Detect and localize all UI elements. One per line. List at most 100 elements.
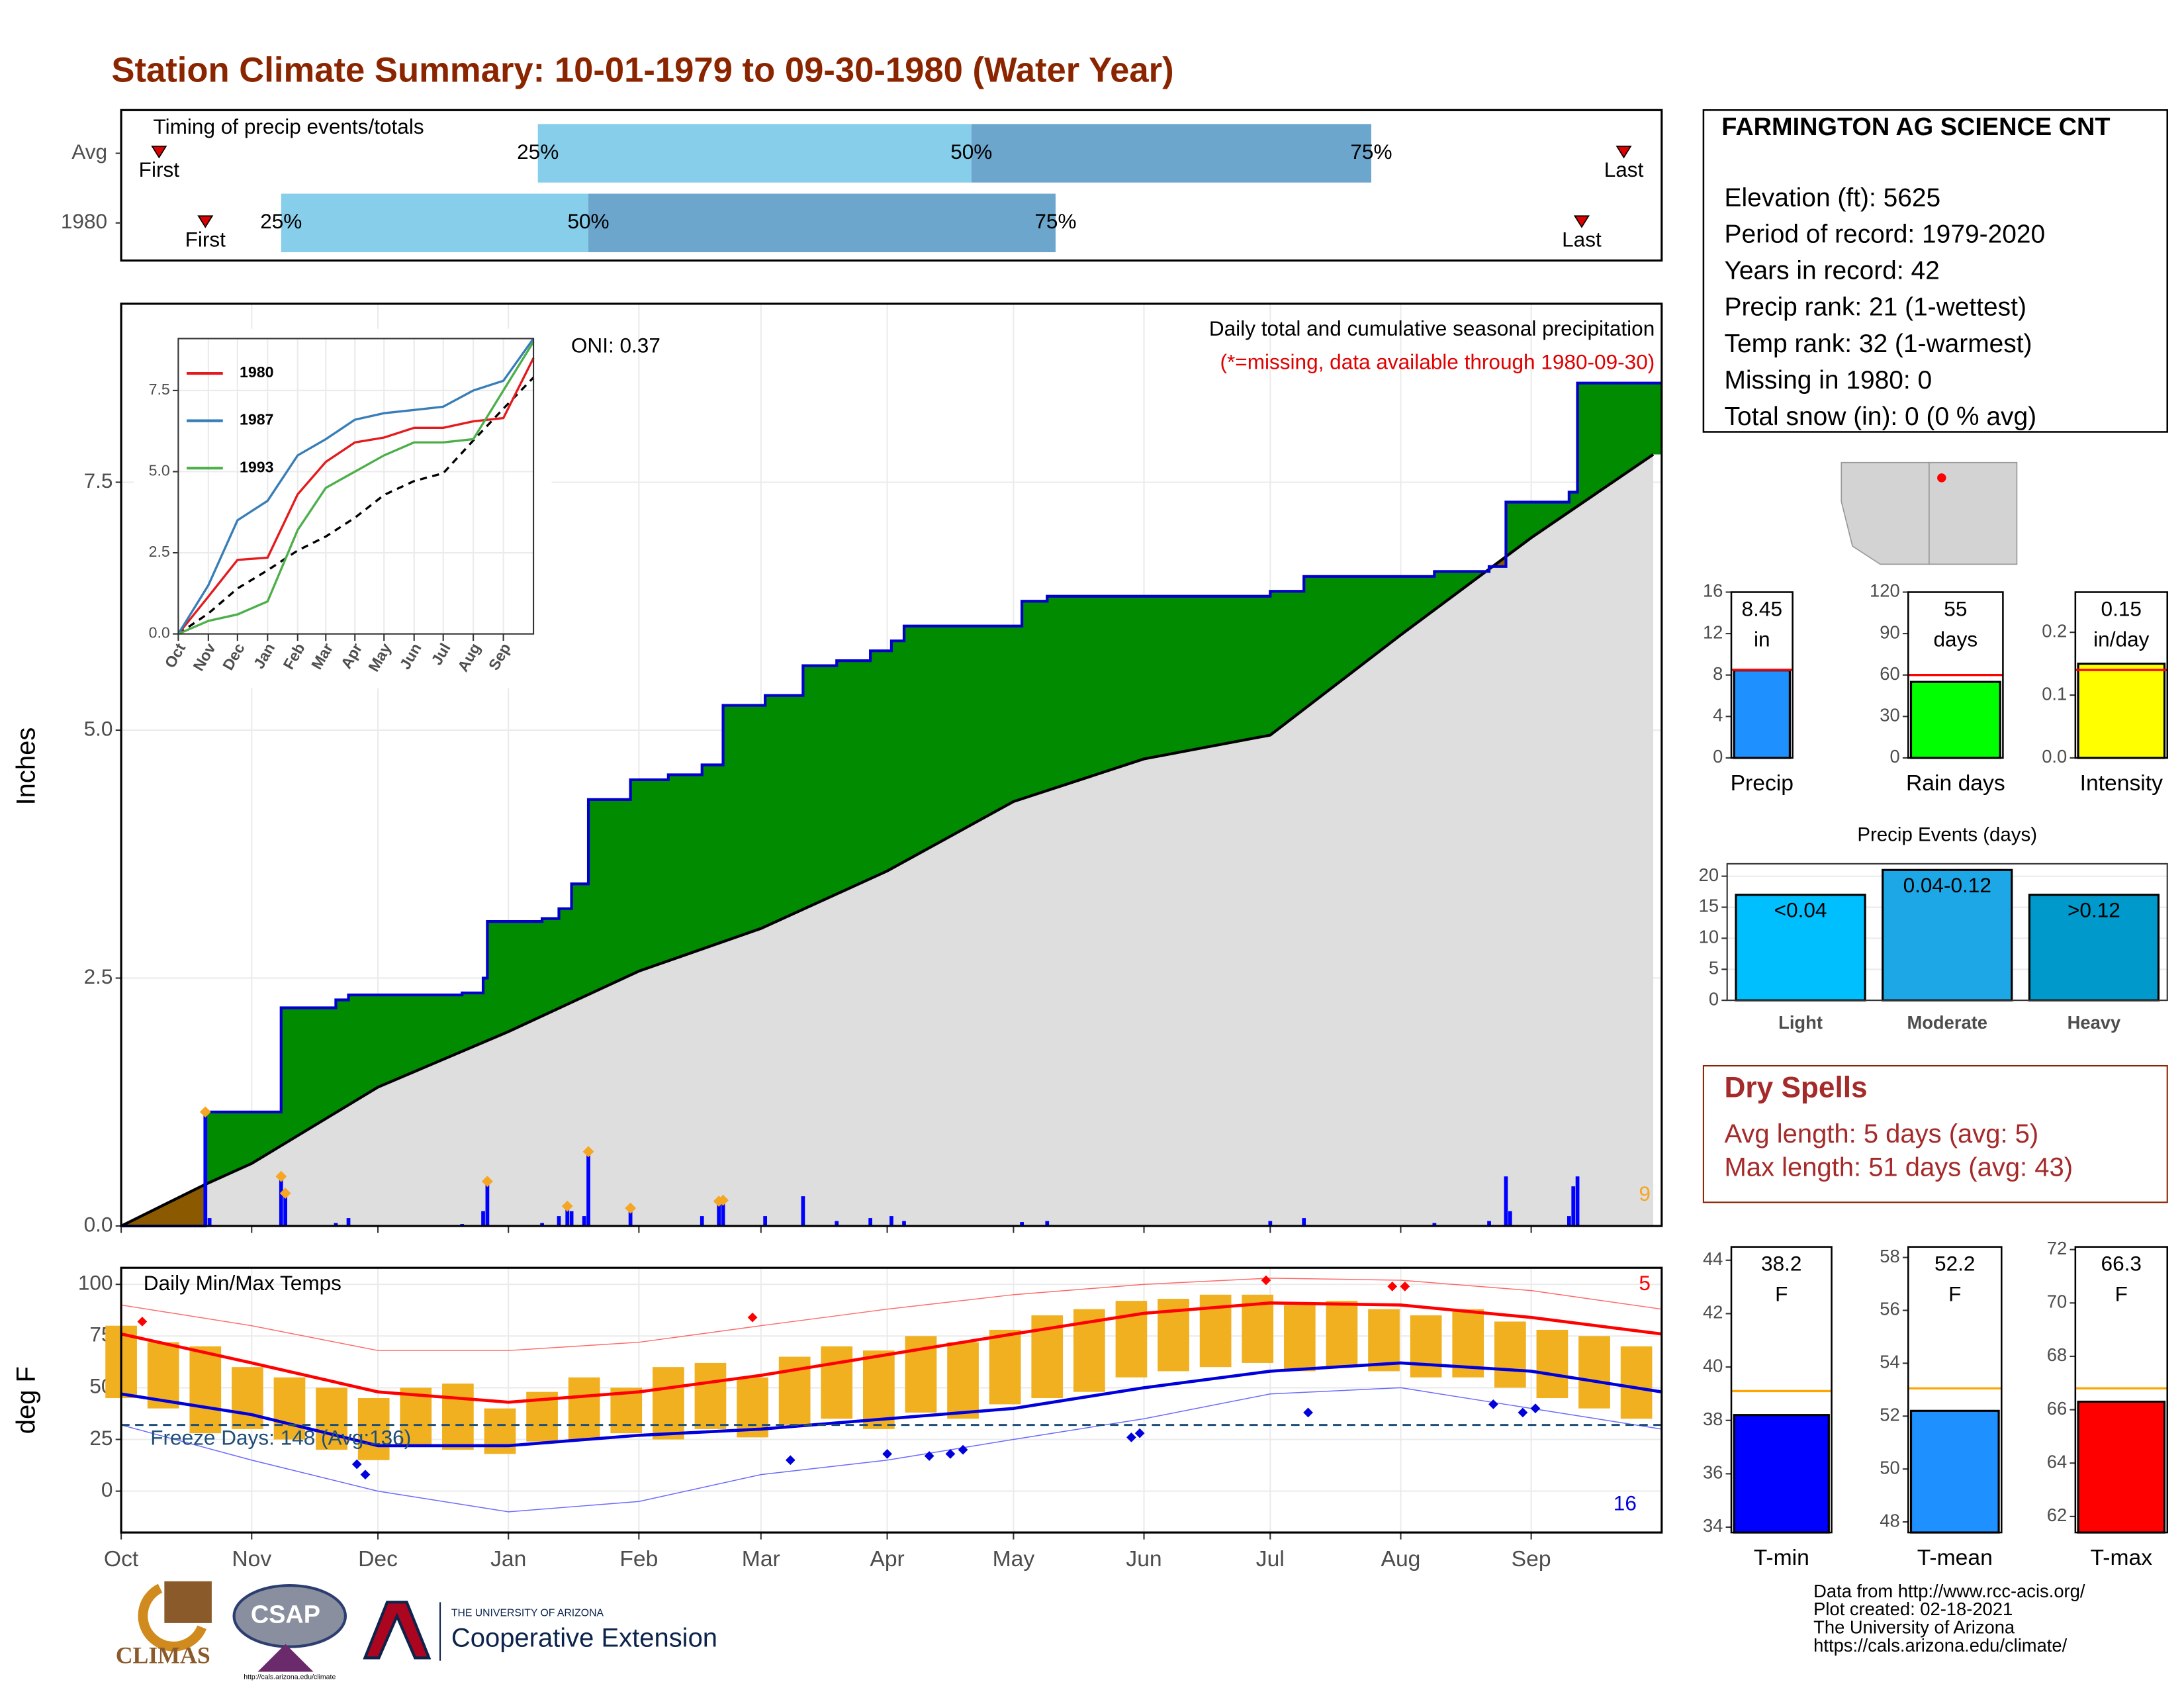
value-label-wrap: 8.45 in — [1742, 598, 1782, 652]
daily-bar — [1571, 1186, 1576, 1227]
legend-label: 1987 — [240, 411, 273, 428]
temp-range-bar — [1620, 1346, 1653, 1419]
value-label: 66.3 F — [2101, 1252, 2142, 1307]
extension-name: Cooperative Extension — [451, 1624, 717, 1653]
row-label: 1980 — [61, 209, 107, 233]
temp-range-bar — [1368, 1309, 1400, 1372]
temp-range-bar — [357, 1398, 390, 1460]
temp-range-bar — [147, 1342, 179, 1409]
quartile-label: 75% — [1034, 209, 1076, 233]
daily-bar — [902, 1221, 906, 1227]
temp-range-bar — [568, 1377, 600, 1440]
bar-label: 0.04-0.12 — [1903, 873, 1991, 897]
daily-bar — [1045, 1221, 1050, 1227]
quartile-label: 25% — [260, 209, 302, 233]
event-bar — [1882, 868, 2013, 1002]
y-tick-label: 42 — [1703, 1302, 1723, 1323]
record-count: 9 — [1639, 1182, 1651, 1205]
daily-bar — [279, 1176, 283, 1227]
logos: CLIMAS CSAP http://cals.arizona.edu/clim… — [116, 1581, 717, 1681]
temp-range-bar — [821, 1346, 853, 1419]
value-label-wrap: 55 days — [1933, 597, 1978, 652]
x-tick-label: Jun — [1126, 1547, 1161, 1571]
panel-border — [1730, 591, 1794, 759]
event-marker — [151, 146, 167, 159]
quartile-label: 50% — [567, 209, 609, 233]
quartile-bar — [281, 193, 589, 252]
series-line — [177, 341, 535, 635]
climas-swirl — [138, 1583, 206, 1652]
location-map — [1839, 459, 2020, 566]
average-line — [177, 377, 535, 635]
temp-range-bar — [863, 1350, 895, 1429]
temp-range-bar — [947, 1342, 979, 1419]
x-tick-label: Feb — [619, 1547, 658, 1571]
daily-bar — [283, 1193, 287, 1227]
record-temp — [1303, 1407, 1313, 1418]
y-tick-label: 60 — [1880, 663, 1899, 684]
daily-bar — [569, 1211, 574, 1227]
climas-logo: CLIMAS — [116, 1642, 210, 1669]
dry-spells-title: Dry Spells — [1724, 1072, 1867, 1104]
value-label-wrap: 38.2 F — [1761, 1252, 1801, 1307]
daily-bar — [717, 1201, 721, 1227]
record-temp — [958, 1444, 968, 1455]
climas-shape — [164, 1581, 212, 1623]
y-axis-label: Inches — [12, 727, 41, 806]
y-tick-label: 2.5 — [84, 964, 113, 988]
record-temp — [1134, 1428, 1145, 1438]
event-marker — [1615, 146, 1632, 159]
y-tick-label: 0.0 — [149, 624, 170, 641]
x-axis-label: T-mean — [1917, 1546, 1993, 1570]
chart-title: Daily total and cumulative seasonal prec… — [1209, 316, 1655, 340]
y-tick-label: 70 — [2047, 1291, 2067, 1312]
temp-range-bar — [189, 1346, 222, 1434]
y-tick-label: 90 — [1880, 622, 1899, 642]
daily-bar — [868, 1218, 873, 1227]
panel-border — [1726, 863, 2168, 1002]
panel-title: Timing of precip events/totals — [154, 115, 424, 138]
x-tick-label: May — [993, 1547, 1035, 1571]
temp-range-bar — [737, 1377, 768, 1438]
daily-bar — [1504, 1176, 1508, 1227]
y-tick-label: 5 — [1709, 957, 1719, 978]
series-line — [177, 357, 535, 635]
record-temp — [945, 1449, 956, 1459]
annotation: ONI: 0.37 — [571, 333, 660, 357]
dry-spells-line: Max length: 51 days (avg: 43) — [1724, 1152, 2073, 1182]
temp-range-bar — [400, 1387, 432, 1446]
value-label: 55 days — [1933, 597, 1978, 652]
bar-label: <0.04 — [1774, 898, 1827, 921]
event-marker — [1573, 215, 1590, 228]
record-event — [199, 1106, 211, 1118]
daily-bar — [586, 1151, 590, 1227]
record-temp — [351, 1459, 362, 1470]
chart-title: Daily Min/Max Temps — [144, 1271, 341, 1295]
temp-range-bar — [694, 1362, 727, 1429]
record-temp — [882, 1449, 892, 1459]
summary-bar — [1909, 1409, 2000, 1534]
panel — [178, 338, 534, 634]
x-tick-label: Oct — [104, 1547, 139, 1571]
daily-bar — [628, 1208, 633, 1227]
y-tick-label: 0 — [1889, 746, 1899, 767]
footer-line: The University of Arizona — [1813, 1617, 2015, 1638]
page-title: Station Climate Summary: 10-01-1979 to 0… — [111, 50, 1173, 89]
x-tick-label: Mar — [742, 1547, 780, 1571]
temp-range-bar — [1494, 1321, 1526, 1388]
daily-bar — [207, 1218, 212, 1227]
temp-range-bar — [653, 1367, 684, 1440]
daily-bar — [1020, 1222, 1024, 1227]
row-label: Avg — [71, 140, 107, 164]
normal-low-line — [120, 1361, 1662, 1448]
panel-border — [120, 1266, 1663, 1534]
panel-border — [177, 338, 535, 635]
station-dot — [1937, 473, 1946, 483]
y-tick-label: 72 — [2047, 1238, 2067, 1258]
record-temp — [785, 1455, 796, 1466]
daily-bar — [565, 1206, 570, 1227]
series-line — [177, 338, 535, 635]
daily-bar — [721, 1200, 725, 1227]
y-tick-label: 50 — [1880, 1457, 1899, 1477]
ua-name: THE UNIVERSITY OF ARIZONA — [451, 1607, 604, 1618]
